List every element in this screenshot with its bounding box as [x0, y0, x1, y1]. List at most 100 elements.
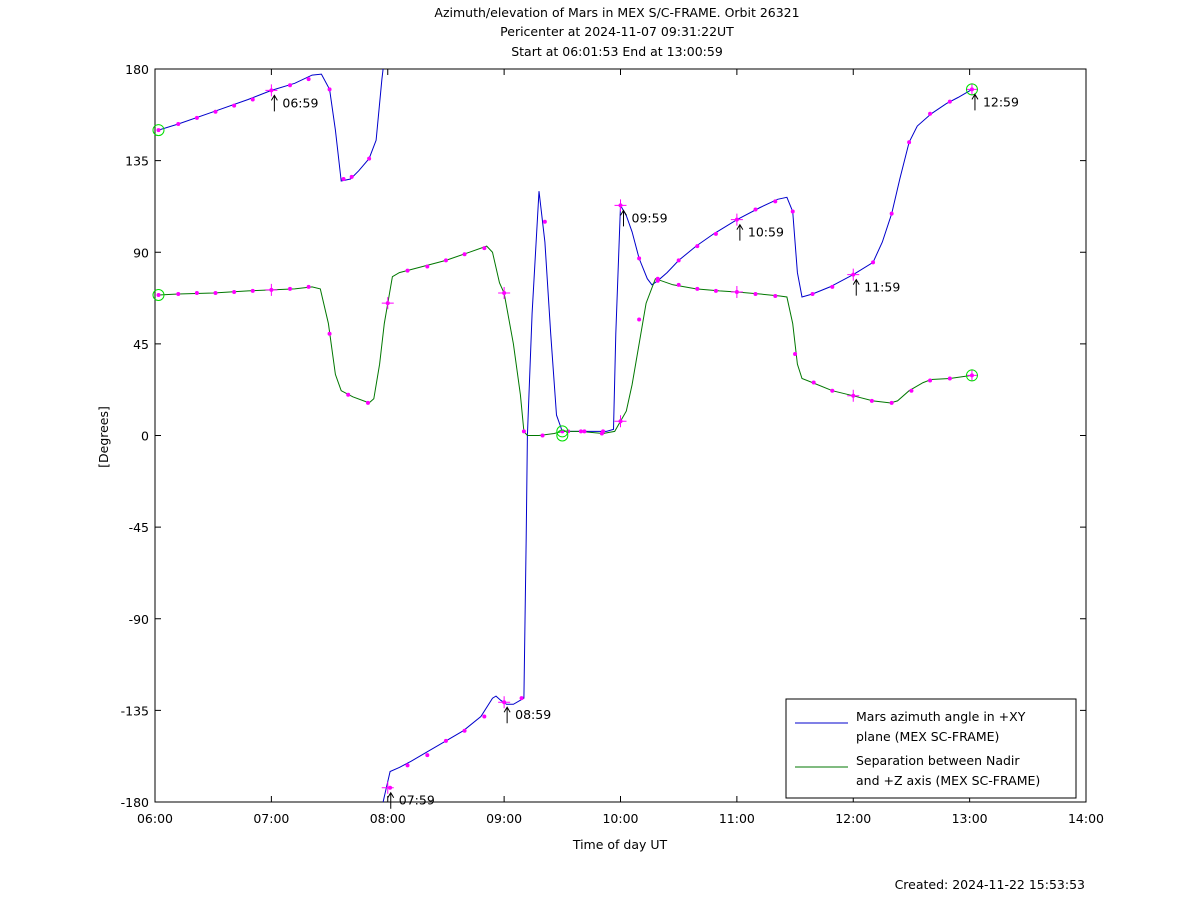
y-axis-label: [Degrees] — [96, 406, 111, 468]
series-1-point-19 — [521, 429, 526, 434]
annotation-label-4: 10:59 — [748, 225, 784, 240]
series-1-point-2 — [194, 290, 199, 295]
title-line-1: Azimuth/elevation of Mars in MEX S/C-FRA… — [434, 5, 799, 20]
series-0-point-30 — [713, 231, 718, 236]
series-1-point-28 — [695, 286, 700, 291]
series-0-point-11 — [349, 174, 354, 179]
series-0-point-18 — [482, 714, 487, 719]
series-1-point-8 — [306, 284, 311, 289]
x-tick-label: 11:00 — [719, 811, 755, 826]
title-line-2: Pericenter at 2024-11-07 09:31:22UT — [500, 24, 734, 39]
hour-cross-marker-6 — [614, 199, 627, 212]
series-0-point-7 — [287, 83, 292, 88]
series-0-point-34 — [790, 209, 795, 214]
created-timestamp: Created: 2024-11-22 15:53:53 — [895, 877, 1085, 892]
hour-cross-marker-3 — [381, 781, 394, 794]
series-0-point-5 — [250, 97, 255, 102]
series-1-point-37 — [869, 398, 874, 403]
series-0-point-9 — [327, 87, 332, 92]
series-0-point-4 — [232, 103, 237, 108]
series-1-point-40 — [928, 378, 933, 383]
hour-cross-marker-7 — [614, 415, 627, 428]
annotation-arrow-4 — [736, 223, 744, 241]
axis-ticks: 06:00 07:00 08:00 09:00 10:00 11:00 12:00 13:00… — [121, 62, 1104, 826]
series-0-point-41 — [928, 111, 933, 116]
x-axis-label: Time of day UT — [572, 837, 668, 852]
series-1-point-4 — [232, 289, 237, 294]
y-tick-label: -45 — [129, 520, 149, 535]
title-line-3: Start at 06:01:53 End at 13:00:59 — [511, 44, 723, 59]
series-0-point-12 — [367, 156, 372, 161]
series-0-point-20 — [519, 696, 524, 701]
event-circle-marker-5 — [965, 369, 978, 382]
series-1-point-41 — [947, 376, 952, 381]
series-1-point-13 — [405, 268, 410, 273]
y-tick-label: 45 — [133, 337, 149, 352]
series-0-line-segment-0 — [158, 68, 384, 182]
series-0-point-14 — [405, 763, 410, 768]
series-0-line-segment-1 — [382, 88, 973, 803]
series-0-point-2 — [194, 115, 199, 120]
hour-cross-marker-0 — [265, 84, 278, 97]
series-1-point-32 — [773, 294, 778, 299]
x-tick-label: 12:00 — [835, 811, 871, 826]
y-tick-label: 135 — [125, 154, 149, 169]
hour-cross-marker-4 — [498, 286, 511, 299]
series-0-point-21 — [542, 219, 547, 224]
series-1-point-23 — [599, 431, 604, 436]
legend-box — [785, 698, 1077, 799]
x-tick-label: 13:00 — [952, 811, 988, 826]
series-1-point-3 — [213, 290, 218, 295]
series-1-point-7 — [287, 286, 292, 291]
annotation-label-0: 06:59 — [282, 95, 318, 110]
series-1-point-34 — [811, 380, 816, 385]
x-tick-label: 10:00 — [602, 811, 638, 826]
series-0-point-10 — [341, 176, 346, 181]
series-0-point-1 — [176, 121, 181, 126]
annotation-arrow-3 — [620, 209, 627, 227]
hour-cross-marker-1 — [265, 283, 278, 296]
x-tick-label: 09:00 — [486, 811, 522, 826]
annotation-arrow-6 — [971, 93, 979, 111]
series-0-point-3 — [213, 109, 218, 114]
hour-cross-marker-5 — [498, 696, 511, 709]
annotation-arrow-0 — [270, 94, 278, 112]
hour-cross-marker-8 — [730, 213, 743, 226]
series-1-point-39 — [909, 388, 914, 393]
series-0-point-17 — [462, 728, 467, 733]
series-1-point-26 — [655, 276, 660, 281]
series-1-point-33 — [793, 352, 798, 357]
x-tick-label: 06:00 — [137, 811, 173, 826]
y-tick-label: -135 — [121, 703, 149, 718]
series-0-point-38 — [871, 260, 876, 265]
series-0-point-0 — [156, 128, 161, 133]
chart-title: Azimuth/elevation of Mars in MEX S/C-FRA… — [434, 5, 799, 59]
annotation-label-5: 11:59 — [864, 280, 900, 295]
event-circle-marker-2 — [556, 425, 569, 438]
annotations: 06:59 07:59 08:59 09:59 10:59 11:59 12:59 — [270, 93, 1019, 809]
legend-label-separation-line-1: Separation between Nadir — [856, 753, 1020, 768]
series-1-point-20 — [540, 433, 545, 438]
hour-cross-marker-9 — [730, 285, 743, 298]
series-1-point-25 — [637, 317, 642, 322]
series-0-point-35 — [810, 291, 815, 296]
legend-label-azimuth-line-2: plane (MEX SC-FRAME) — [856, 729, 999, 744]
series-1-point-9 — [327, 331, 332, 336]
hour-cross-marker-10 — [847, 268, 860, 281]
series-0-point-33 — [773, 199, 778, 204]
series-0-point-40 — [907, 140, 912, 145]
series-1-point-29 — [713, 288, 718, 293]
series-1-point-17 — [482, 246, 487, 251]
series-1-point-27 — [676, 282, 681, 287]
series-1-point-15 — [443, 258, 448, 263]
hour-cross-marker-11 — [847, 389, 860, 402]
annotation-label-2: 08:59 — [515, 707, 551, 722]
annotation-arrow-5 — [852, 278, 860, 296]
legend-label-separation-line-2: and +Z axis (MEX SC-FRAME) — [856, 773, 1040, 788]
x-tick-label: 14:00 — [1068, 811, 1104, 826]
annotation-arrow-2 — [503, 706, 511, 724]
series-1-point-16 — [462, 252, 467, 257]
series-1-point-11 — [365, 400, 370, 405]
series-1-point-14 — [425, 264, 430, 269]
plot-area — [154, 68, 1087, 803]
